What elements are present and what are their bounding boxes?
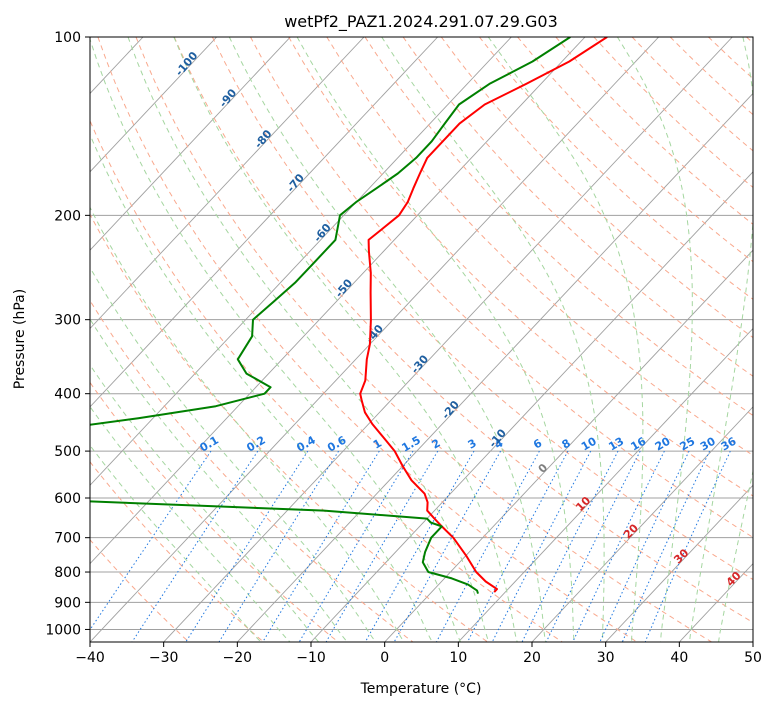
x-tick-label: −10: [296, 650, 326, 666]
y-tick-label: 800: [54, 565, 81, 581]
y-tick-label: 300: [54, 313, 81, 329]
dry-adiabat-line: [90, 539, 190, 642]
y-tick-label: 700: [54, 531, 81, 547]
moist-adiabat-line: [173, 37, 518, 642]
x-tick-label: 30: [597, 650, 615, 666]
isotherm-line: [90, 37, 291, 251]
temperature-profile-line: [359, 37, 608, 593]
mixing-ratio-line: [131, 450, 259, 642]
y-tick-label: 1000: [45, 622, 81, 638]
isotherm-line: [531, 406, 753, 642]
mixing-ratio-line: [467, 450, 569, 642]
mixing-ratio-line: [218, 450, 340, 642]
moist-adiabat-line: [90, 405, 291, 642]
x-tick-label: −20: [223, 650, 253, 666]
dry-adiabats: [90, 37, 753, 642]
x-tick-label: 0: [380, 650, 389, 666]
dry-adiabat-line: [288, 37, 753, 497]
isotherm-line: [90, 37, 365, 330]
mixing-ratio-line: [364, 450, 475, 642]
mixing-ratio-line: [572, 450, 665, 642]
x-axis-label: Temperature (°C): [360, 681, 482, 697]
isotherm-line: [605, 484, 753, 642]
moist-adiabat-line: [228, 37, 547, 642]
x-tick-label: 40: [670, 650, 688, 666]
mixing-ratio-line: [521, 450, 619, 642]
x-tick-label: 20: [523, 650, 541, 666]
mixing-ratio-line: [393, 450, 502, 642]
isotherm-line: [163, 37, 733, 642]
moist-adiabat-line: [381, 37, 605, 642]
dry-adiabat-line: [97, 37, 638, 642]
mixing-ratio-line: [262, 450, 380, 642]
y-axis-ticks: 100 200 300 400 500 600 700 800 900 1000: [45, 30, 90, 638]
moist-adiabat-line: [90, 266, 377, 642]
dry-adiabat-line: [364, 37, 753, 417]
mixing-ratio-line: [599, 450, 690, 642]
y-tick-label: 600: [54, 491, 81, 507]
x-tick-label: −30: [149, 650, 179, 666]
dry-adiabat-line: [326, 37, 753, 457]
x-axis-ticks: −40 −30 −20 −10 0 10 20 30 40 50: [75, 642, 762, 666]
plot-area: 0.1 0.2 0.4 0.6 1 1.5 2 3 4 6 8 10 13 16 20 25 30 36-100-…: [90, 37, 753, 642]
dry-adiabat-line: [90, 299, 414, 642]
isotherm-line: [90, 37, 218, 173]
y-tick-label: 900: [54, 595, 81, 611]
dry-adiabat-line: [402, 37, 753, 377]
isotherm-line: [90, 37, 512, 486]
isotherm-line: [237, 92, 753, 642]
mixing-ratio-line: [90, 450, 212, 631]
dewpoint-profile-line: [90, 37, 571, 594]
isotherm-line: [90, 37, 439, 408]
y-tick-label: 400: [54, 387, 81, 403]
isotherm-line: [384, 249, 753, 642]
x-tick-label: 50: [744, 650, 762, 666]
moist-adiabat-line: [616, 37, 693, 642]
isotherm-line: [90, 37, 660, 642]
dry-adiabat-line: [250, 37, 753, 538]
moist-adiabat-line: [90, 444, 262, 642]
chart-title: wetPf2_PAZ1.2024.291.07.29.G03: [284, 12, 558, 32]
isotherm-grid: [90, 37, 753, 642]
mixing-ratio-line: [621, 450, 711, 642]
moist-adiabat-line: [127, 37, 490, 642]
x-tick-label: −40: [75, 650, 105, 666]
y-tick-label: 100: [54, 30, 81, 46]
y-axis-label: Pressure (hPa): [12, 289, 28, 389]
y-tick-label: 200: [54, 208, 81, 224]
mixing-ratio-lines: [90, 450, 731, 642]
isobar-grid: [90, 37, 753, 630]
dry-adiabat-line: [135, 37, 712, 642]
isotherm-line: [90, 37, 586, 565]
isotherm-line: [458, 327, 753, 642]
moist-adiabat-line: [90, 318, 348, 642]
dry-adiabat-line: [90, 119, 563, 642]
moist-adiabat-line: [90, 364, 320, 642]
mixing-ratio-line: [545, 450, 641, 642]
moist-adiabat-line: [487, 37, 644, 642]
plot-frame: [89, 36, 754, 643]
x-tick-label: 10: [449, 650, 467, 666]
mixing-ratio-line: [491, 450, 592, 642]
sounding-series: [90, 37, 608, 594]
mixing-ratio-line: [435, 450, 540, 642]
dry-adiabat-line: [90, 213, 488, 642]
moist-adiabats: [90, 37, 753, 642]
moist-adiabat-line: [90, 133, 433, 642]
dry-adiabat-line: [173, 37, 753, 624]
moist-adiabat-line: [689, 37, 753, 642]
moist-adiabat-line: [90, 37, 461, 642]
y-tick-label: 500: [54, 444, 81, 460]
moist-adiabat-line: [296, 37, 575, 642]
